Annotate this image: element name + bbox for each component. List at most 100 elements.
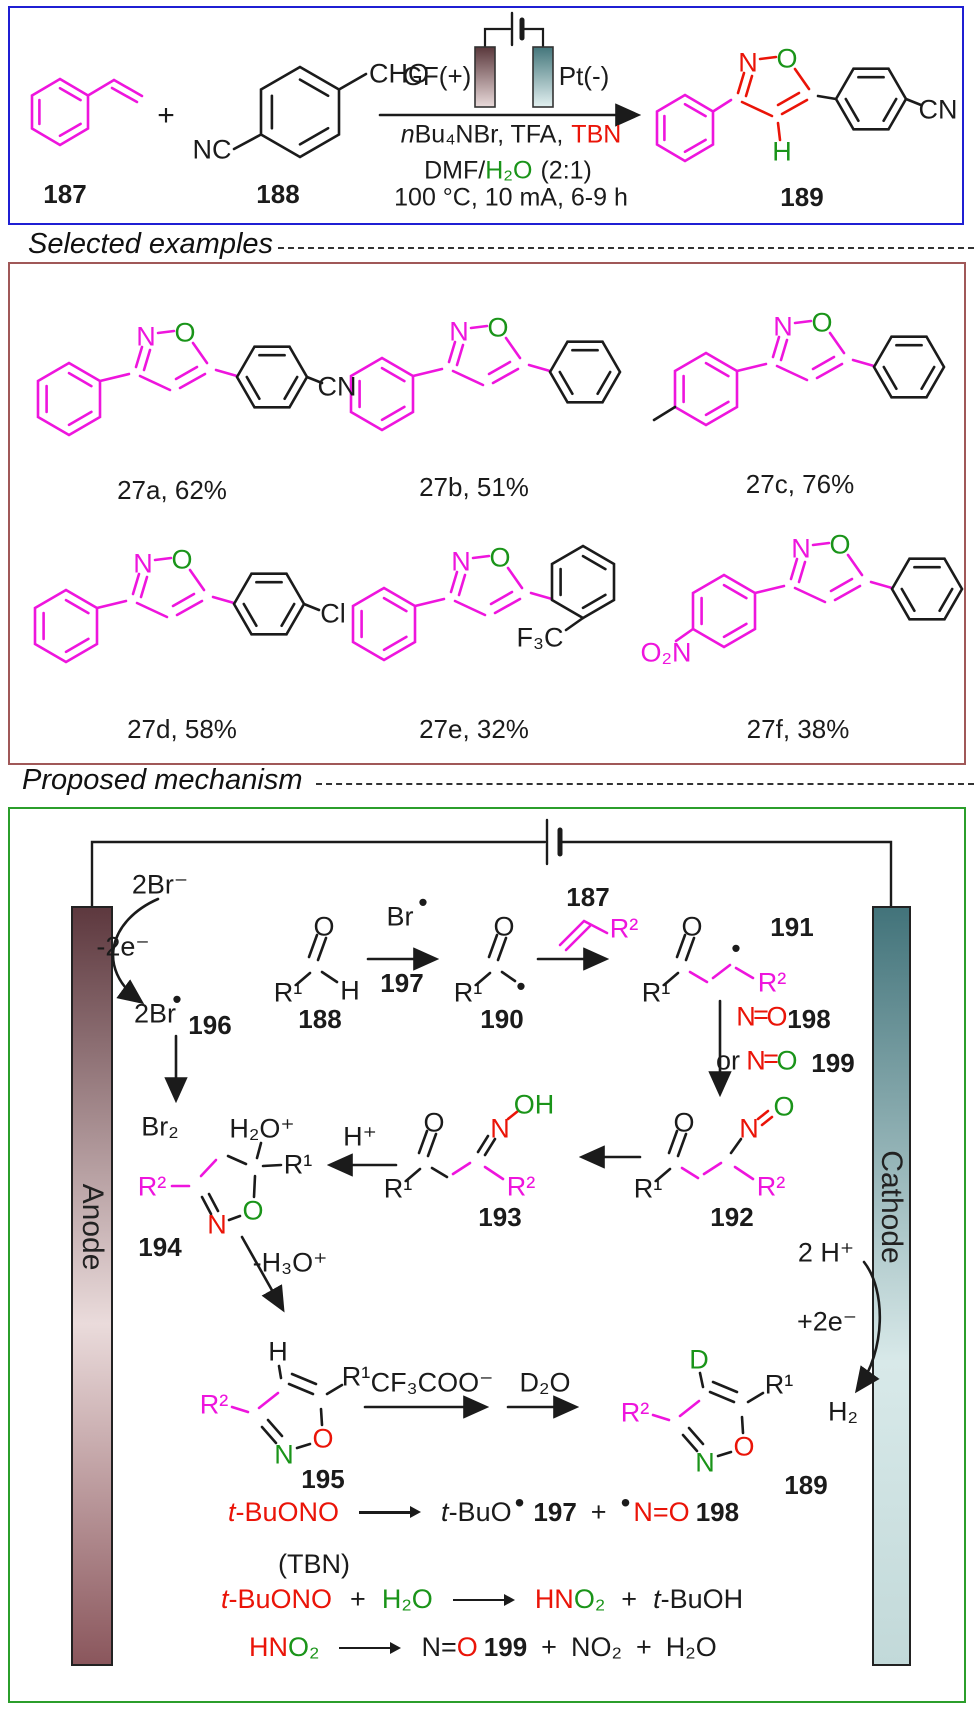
eq1-eq: =: [652, 1496, 669, 1527]
c4-h-189: H: [772, 136, 792, 167]
mechanism-box: [8, 807, 966, 1703]
tbuo-radical-dot: •: [514, 1487, 525, 1518]
r1-189m: R¹: [764, 1369, 794, 1400]
r2-192: R²: [756, 1171, 786, 1202]
eq3-o: O: [456, 1632, 478, 1662]
proposed-mechanism-dashes: [316, 783, 974, 785]
label-197-mech: 197: [380, 968, 424, 998]
br-radical: Br: [386, 901, 414, 932]
eq2-h2o: H₂O: [381, 1584, 433, 1614]
n-27e: N: [451, 546, 471, 577]
label-189-mech: 189: [784, 1470, 828, 1500]
eq3-plus2: +: [635, 1632, 652, 1662]
cond-tbn: TBN: [571, 120, 622, 149]
eq3-no2: NO₂: [570, 1632, 622, 1662]
bromine-radical-2br: 2Br: [133, 998, 177, 1029]
plus-2e: +2e⁻: [796, 1306, 858, 1337]
nc-group: NC: [192, 134, 232, 165]
bromide-2br: 2Br⁻: [131, 869, 189, 900]
conditions-line1: n Bu₄NBr, TFA, TBN: [400, 120, 622, 149]
o-191: O: [681, 911, 703, 942]
or-label: or: [715, 1045, 741, 1076]
cn-27a: CN: [317, 371, 357, 402]
o-195: O: [312, 1423, 334, 1454]
r1-188: R¹: [273, 977, 303, 1008]
no-radical-dot: •: [620, 1487, 631, 1518]
o-194: O: [242, 1195, 264, 1226]
h-188: H: [340, 975, 360, 1006]
eq1-arrow: [359, 1504, 422, 1520]
yield-27e: 27e, 32%: [419, 714, 529, 744]
h2o-plus-194: H₂O⁺: [229, 1113, 295, 1144]
examples-box: [8, 262, 966, 765]
radical-dot-2br: •: [172, 984, 182, 1015]
tbuo-t: t: [441, 1496, 449, 1527]
minus-2e: -2e⁻: [96, 931, 150, 962]
n-195: N: [274, 1439, 294, 1470]
label-193: 193: [478, 1202, 522, 1232]
n-27d: N: [133, 548, 153, 579]
no-199-o: O: [776, 1045, 798, 1076]
cl-27d: Cl: [320, 598, 346, 629]
eq3-n: N: [421, 1632, 441, 1662]
label-195: 195: [301, 1464, 345, 1494]
eq2-arrow: [452, 1592, 515, 1608]
no-198-n: N: [736, 1001, 756, 1032]
o-189m: O: [733, 1431, 755, 1462]
label-192: 192: [710, 1202, 754, 1232]
label-189: 189: [780, 182, 824, 212]
tbuono2-t: t: [221, 1584, 229, 1614]
cf3coo-label: CF₃COO⁻: [370, 1367, 494, 1398]
radical-dot-190: •: [516, 971, 526, 1002]
r1-193: R¹: [383, 1173, 413, 1204]
r1-195: R¹: [341, 1361, 371, 1392]
label-188: 188: [256, 179, 300, 209]
eq2-o2: O₂: [573, 1584, 606, 1614]
o-27d: O: [171, 544, 193, 575]
cn-group-189: CN: [918, 94, 958, 125]
tbuoh-t: t: [653, 1584, 661, 1614]
equation-2: t -BuONO + H₂O HN O₂ + t -BuOH: [221, 1584, 743, 1615]
proposed-mechanism-header: Proposed mechanism: [22, 764, 303, 796]
minus-h3o: -H₃O⁺: [252, 1247, 328, 1278]
yield-27d: 27d, 58%: [127, 714, 237, 744]
no-198-eq: =: [753, 999, 769, 1030]
no-198-o: O: [766, 1001, 788, 1032]
r1-192: R¹: [633, 1173, 663, 1204]
o2n-27f: O₂N: [640, 637, 692, 668]
o-nitroso-192: O: [773, 1091, 795, 1122]
label-187-mech: 187: [566, 882, 610, 912]
r1-194: R¹: [283, 1149, 313, 1180]
tbuoh: -BuOH: [660, 1584, 744, 1614]
r2-191: R²: [757, 967, 787, 998]
radical-dot-191: •: [731, 933, 741, 964]
label-198-eq: 198: [695, 1496, 740, 1527]
n-192: N: [739, 1113, 759, 1144]
label-194: 194: [138, 1232, 182, 1262]
tbuono: -BuONO: [235, 1496, 340, 1527]
eq2-hn: HN: [534, 1584, 574, 1614]
h2-label: H₂: [828, 1396, 858, 1427]
cond-dmf: DMF/: [424, 156, 486, 185]
eq3-arrow: [339, 1640, 402, 1656]
r2-193: R²: [506, 1171, 536, 1202]
eq2-plus2: +: [621, 1584, 638, 1614]
conditions-line3: 100 °C, 10 mA, 6-9 h: [394, 183, 628, 212]
equation-1: t -BuONO t -BuO • 197 + • N = O 198: [228, 1487, 740, 1528]
selected-examples-header: Selected examples: [28, 228, 274, 260]
o-192: O: [673, 1107, 695, 1138]
n-194: N: [207, 1209, 227, 1240]
oh-193: OH: [513, 1089, 555, 1120]
isoxazole-o-189: O: [776, 43, 798, 74]
cond-ratio: (2:1): [540, 156, 592, 185]
yield-27b: 27b, 51%: [419, 472, 529, 502]
f3c-27e: F₃C: [516, 622, 564, 653]
eq1-n: N: [633, 1496, 653, 1527]
cathode-label-pt: Pt(-): [558, 61, 610, 91]
label-188-mech: 188: [298, 1004, 342, 1034]
two-h-plus: 2 H⁺: [797, 1237, 855, 1268]
n-193: N: [490, 1113, 510, 1144]
cond-n-italic: n: [400, 120, 415, 149]
anode-label-gf: GF(+): [402, 61, 472, 91]
o-27e: O: [489, 542, 511, 573]
